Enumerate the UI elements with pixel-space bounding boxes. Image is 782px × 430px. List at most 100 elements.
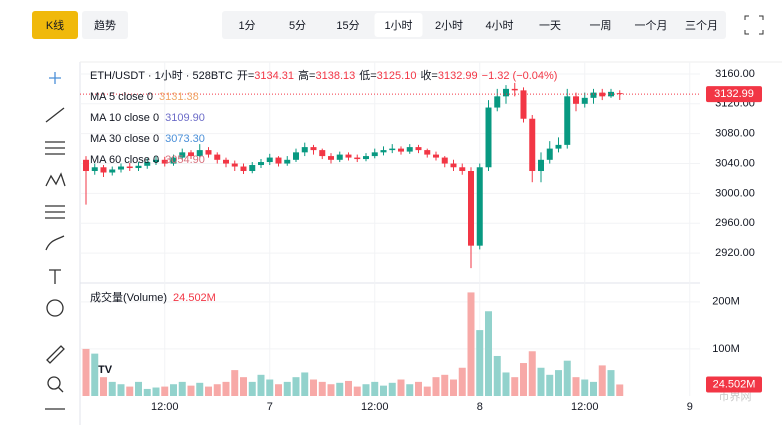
watermark: 币界网 bbox=[719, 390, 752, 403]
volume-bar bbox=[345, 380, 352, 396]
volume-value: 24.502M bbox=[173, 292, 216, 304]
candle-body bbox=[91, 167, 98, 172]
volume-current-box bbox=[706, 376, 762, 393]
candle-body bbox=[135, 165, 142, 169]
volume-title: 成交量(Volume) bbox=[90, 290, 167, 304]
zoom-tool[interactable] bbox=[47, 376, 61, 390]
volume-bar bbox=[178, 381, 186, 396]
candle-body bbox=[398, 148, 404, 152]
volume-bar bbox=[222, 381, 230, 396]
candle-body bbox=[214, 154, 221, 160]
volume-bar bbox=[511, 377, 519, 396]
y-tick-label: 3080.00 bbox=[715, 128, 755, 140]
candle-body bbox=[205, 150, 212, 155]
ruler-tool[interactable] bbox=[46, 345, 65, 364]
indicator-name: MA 30 close 0 bbox=[90, 133, 159, 145]
candle-body bbox=[476, 167, 483, 246]
volume-bar bbox=[546, 374, 554, 396]
chart-type-label[interactable]: K线 bbox=[46, 18, 64, 32]
volume-bar bbox=[301, 372, 309, 396]
legend-change: −1.32 (−0.04%) bbox=[482, 70, 558, 82]
volume-bar bbox=[555, 370, 562, 396]
volume-bar bbox=[170, 384, 177, 396]
volume-bar bbox=[152, 387, 160, 396]
legend-close: 3132.99 bbox=[438, 70, 478, 82]
crosshair-tool[interactable] bbox=[49, 72, 61, 84]
indicator-name: MA 10 close 0 bbox=[90, 112, 159, 124]
volume-bar bbox=[476, 330, 484, 396]
candle-body bbox=[433, 154, 439, 158]
volume-bar bbox=[292, 377, 300, 396]
legend-low-label: 低= bbox=[359, 69, 376, 82]
interval-button[interactable]: 一个月 bbox=[635, 19, 668, 32]
candle-body bbox=[118, 166, 124, 170]
candle-body bbox=[179, 152, 186, 158]
volume-bar bbox=[108, 381, 116, 396]
interval-button[interactable]: 15分 bbox=[336, 19, 359, 32]
volume-bar bbox=[283, 381, 291, 396]
brush-tool[interactable] bbox=[45, 235, 65, 251]
candle-body bbox=[494, 96, 501, 108]
volume-bar bbox=[590, 381, 597, 396]
volume-bar bbox=[467, 292, 475, 396]
candle-body bbox=[170, 157, 177, 164]
candle-body bbox=[389, 148, 396, 151]
volume-tick-label: 200M bbox=[712, 296, 740, 308]
volume-bar bbox=[406, 384, 414, 396]
candle-body bbox=[590, 92, 597, 98]
candle-body bbox=[293, 152, 299, 160]
channel-tool[interactable] bbox=[45, 141, 65, 155]
candle-body bbox=[573, 96, 579, 104]
interval-button[interactable]: 5分 bbox=[289, 19, 306, 32]
legend-open-label: 开= bbox=[237, 70, 254, 82]
line-tool[interactable] bbox=[45, 107, 65, 123]
interval-button[interactable]: 2小时 bbox=[435, 19, 463, 32]
candle-body bbox=[231, 163, 238, 167]
interval-button[interactable]: 4小时 bbox=[485, 19, 513, 32]
candle-body bbox=[301, 147, 308, 153]
x-tick-label: 9 bbox=[687, 401, 693, 413]
volume-bar bbox=[205, 386, 212, 396]
volume-bar bbox=[143, 388, 151, 396]
candle-body bbox=[188, 152, 194, 157]
candle-body bbox=[319, 150, 326, 157]
text-tool[interactable] bbox=[49, 269, 61, 284]
candle-body bbox=[555, 144, 562, 149]
volume-bar bbox=[126, 386, 134, 396]
interval-button[interactable]: 1小时 bbox=[384, 19, 412, 32]
chart-type-button[interactable] bbox=[32, 11, 78, 39]
legend-symbol: ETH/USDT · 1小时 · 528BTC bbox=[90, 69, 233, 82]
volume-bar bbox=[336, 382, 344, 396]
candle-body bbox=[196, 150, 203, 157]
y-tick-label: 3040.00 bbox=[715, 157, 755, 169]
candle-body bbox=[83, 159, 89, 172]
x-tick-label: 8 bbox=[477, 401, 483, 413]
volume-bar bbox=[528, 351, 536, 396]
volume-bar bbox=[572, 377, 580, 396]
chart-type-button[interactable] bbox=[82, 11, 128, 39]
candle-body bbox=[529, 118, 536, 172]
interval-button[interactable]: 1分 bbox=[238, 19, 255, 32]
volume-bar bbox=[266, 379, 274, 396]
volume-bar bbox=[275, 384, 282, 396]
interval-button[interactable]: 一天 bbox=[539, 20, 561, 32]
volume-bar bbox=[318, 381, 326, 396]
volume-bar bbox=[196, 382, 204, 396]
candle-body bbox=[275, 157, 282, 164]
fib-tool[interactable] bbox=[45, 205, 65, 219]
candle-body bbox=[371, 152, 378, 157]
volume-bar bbox=[353, 386, 361, 396]
candle-body bbox=[415, 147, 422, 151]
fullscreen-button[interactable] bbox=[744, 15, 764, 35]
candle-body bbox=[258, 162, 264, 166]
interval-button[interactable]: 一周 bbox=[590, 19, 612, 32]
chart-type-label[interactable]: 趋势 bbox=[94, 19, 116, 32]
candle-body bbox=[126, 166, 133, 169]
volume-bar bbox=[450, 379, 457, 396]
pattern-tool[interactable] bbox=[45, 172, 66, 187]
volume-bar bbox=[117, 384, 125, 396]
emoji-tool[interactable] bbox=[46, 299, 64, 317]
interval-button[interactable]: 三个月 bbox=[685, 19, 718, 32]
candle-body bbox=[503, 88, 509, 97]
